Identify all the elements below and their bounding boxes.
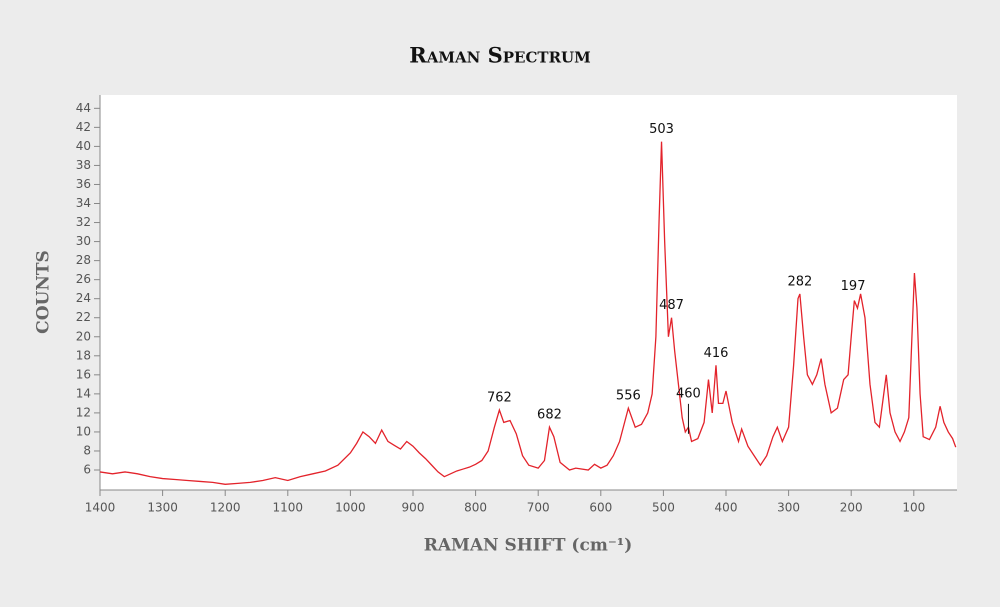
y-tick-label: 8 [83,443,91,457]
y-tick-label: 38 [76,158,91,172]
y-axis-label: COUNTS [34,250,54,334]
y-tick-label: 14 [76,386,91,400]
y-tick-label: 6 [83,463,91,477]
x-tick-label: 900 [402,501,425,515]
annotation: 556 [616,389,641,404]
y-tick-label: 34 [76,196,91,210]
x-tick-label: 800 [464,501,487,515]
x-axis-label: RAMAN SHIFT (cm⁻¹) [424,536,633,556]
x-tick-label: 1300 [147,501,178,515]
y-tick-label: 16 [76,367,91,381]
x-tick-label: 1100 [273,501,304,515]
y-tick-label: 26 [76,272,91,286]
plot-area [100,95,957,490]
x-tick-label: 1200 [210,501,241,515]
y-tick-label: 30 [76,234,91,248]
spectrum-line [99,141,957,485]
y-tick-label: 22 [76,310,91,324]
x-tick-label: 300 [777,501,800,515]
annotation: 487 [659,298,684,313]
y-tick-label: 18 [76,348,91,362]
annotation: 460 [676,386,701,401]
x-tick-label: 500 [652,501,675,515]
y-tick-label: 36 [76,177,91,191]
annotation: 416 [704,346,729,361]
chart-title: Raman Spectrum [409,43,590,68]
x-tick-label: 200 [840,501,863,515]
annotation: 197 [841,279,866,294]
annotation: 503 [649,122,674,137]
annotation: 282 [787,274,812,289]
y-tick-label: 40 [76,139,91,153]
x-tick-label: 100 [902,501,925,515]
y-tick-label: 12 [76,405,91,419]
y-tick-label: 42 [76,120,91,134]
y-tick-label: 10 [76,424,91,438]
x-tick-label: 1000 [335,501,366,515]
y-tick-label: 32 [76,215,91,229]
x-tick-label: 1400 [85,501,116,515]
x-tick-label: 700 [527,501,550,515]
annotation: 762 [487,391,512,406]
y-tick-label: 20 [76,329,91,343]
x-tick-label: 400 [715,501,738,515]
y-tick-label: 28 [76,253,91,267]
y-tick-label: 44 [76,101,91,115]
annotation: 682 [537,408,562,423]
y-tick-label: 24 [76,291,91,305]
x-tick-label: 600 [589,501,612,515]
